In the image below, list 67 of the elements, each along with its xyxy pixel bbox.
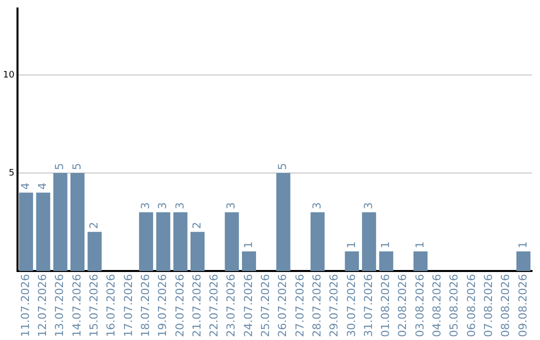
x-tick-label: 31.07.2026 — [362, 274, 375, 338]
bar — [224, 212, 239, 272]
x-tick-label: 16.07.2026 — [104, 274, 118, 338]
bar — [18, 192, 34, 272]
bar — [190, 232, 205, 272]
x-tick-label: 17.07.2026 — [122, 274, 135, 338]
data-label: 2 — [87, 222, 100, 229]
x-tick-label: 24.07.2026 — [242, 274, 255, 338]
data-label: 4 — [18, 182, 32, 190]
data-label: 3 — [138, 202, 152, 210]
x-tick-label: 08.08.2026 — [499, 274, 512, 338]
x-tick-label: 23.07.2026 — [224, 274, 238, 338]
bar — [344, 251, 359, 272]
x-tick-label: 28.07.2026 — [310, 274, 324, 338]
bar — [242, 251, 256, 272]
x-tick-label: 01.08.2026 — [379, 274, 392, 338]
data-label: 3 — [173, 202, 186, 210]
data-label: 1 — [379, 241, 392, 248]
data-label: 1 — [413, 241, 426, 248]
data-label: 1 — [516, 241, 530, 248]
bar — [173, 212, 188, 272]
x-tick-label: 06.08.2026 — [464, 274, 478, 338]
x-tick-label: 18.07.2026 — [138, 274, 152, 338]
data-label: 4 — [36, 182, 50, 190]
x-tick-label: 11.07.2026 — [18, 274, 32, 338]
data-label: 5 — [70, 163, 84, 170]
x-tick-label: 04.08.2026 — [430, 274, 444, 338]
data-label: 3 — [224, 202, 238, 210]
bar — [53, 173, 68, 272]
bar — [413, 251, 428, 272]
bar — [70, 173, 85, 272]
data-label: 1 — [242, 241, 255, 248]
x-tick-label: 12.07.2026 — [36, 274, 50, 338]
x-tick-label: 29.07.2026 — [328, 274, 341, 338]
x-tick-label: 27.07.2026 — [293, 274, 306, 338]
x-tick-label: 15.07.2026 — [87, 274, 100, 338]
data-label: 2 — [190, 222, 204, 229]
bar — [36, 192, 50, 272]
bar — [516, 251, 530, 272]
data-label: 3 — [156, 202, 170, 210]
x-tick-label: 22.07.2026 — [208, 274, 221, 338]
x-tick-label: 19.07.2026 — [156, 274, 170, 338]
x-tick-label: 02.08.2026 — [396, 274, 410, 338]
bar — [310, 212, 325, 272]
data-label: 3 — [310, 202, 324, 210]
x-tick-label: 07.08.2026 — [482, 274, 495, 338]
data-label: 1 — [344, 241, 358, 248]
bar — [362, 212, 376, 272]
data-label: 3 — [362, 202, 375, 210]
x-tick-label: 26.07.2026 — [276, 274, 290, 338]
bar — [88, 232, 102, 272]
x-tick-label: 30.07.2026 — [344, 274, 358, 338]
bar — [276, 173, 290, 272]
data-label: 5 — [53, 163, 66, 170]
x-tick-label: 25.07.2026 — [259, 274, 272, 338]
x-tick-label: 20.07.2026 — [173, 274, 186, 338]
bar — [139, 212, 154, 272]
data-label: 5 — [276, 163, 290, 170]
y-tick-label: 10 — [3, 70, 15, 80]
bar — [156, 212, 170, 272]
x-tick-label: 05.08.2026 — [448, 274, 461, 338]
x-tick-label: 13.07.2026 — [53, 274, 66, 338]
x-tick-label: 21.07.2026 — [190, 274, 204, 338]
x-tick-label: 14.07.2026 — [70, 274, 84, 338]
x-tick-label: 09.08.2026 — [516, 274, 530, 338]
x-tick-label: 03.08.2026 — [413, 274, 426, 338]
bar — [379, 251, 394, 272]
